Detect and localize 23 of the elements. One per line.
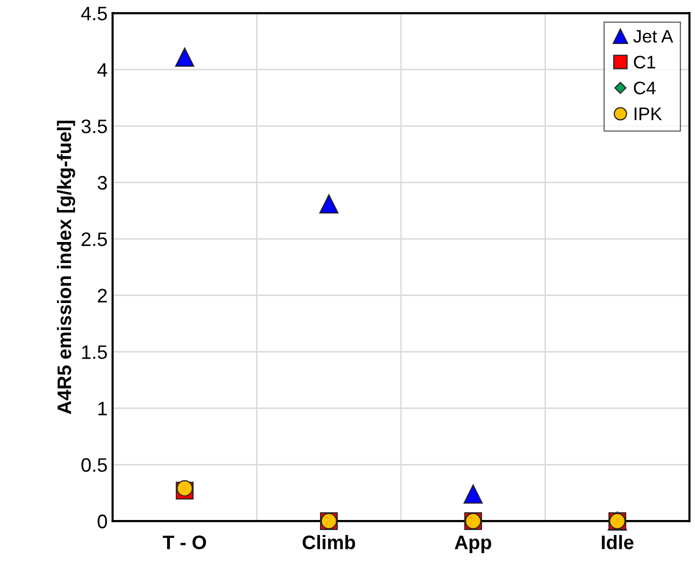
x-tick-label: App	[454, 536, 492, 554]
legend-label: IPK	[634, 108, 662, 120]
legend-label: C4	[634, 82, 656, 94]
x-tick-label: Idle	[602, 534, 634, 550]
y-tick-label: 3.5	[81, 120, 107, 134]
legend-label: Jet A	[633, 30, 674, 43]
point	[175, 48, 194, 67]
y-tick-label: 3	[98, 176, 107, 190]
point	[176, 480, 193, 497]
y-tick-label: 1	[98, 402, 107, 416]
point	[464, 484, 483, 504]
x-tick-label: T - O	[162, 535, 206, 550]
y-tick-label: 0	[98, 514, 107, 528]
y-axis-title: A4R5 emission index [g/kg-fuel]	[56, 120, 76, 414]
legend-label: C1	[634, 56, 656, 69]
y-tick-label: 4.5	[81, 6, 107, 20]
y-tick-label: 4	[97, 63, 108, 77]
x-tick-label: Climb	[302, 534, 356, 550]
y-tick-label: 1.5	[82, 345, 107, 360]
y-tick-label: 0.5	[81, 458, 107, 472]
y-tick-label: 2.5	[82, 232, 107, 246]
y-tick-label: 2	[98, 288, 107, 302]
point	[319, 194, 338, 214]
